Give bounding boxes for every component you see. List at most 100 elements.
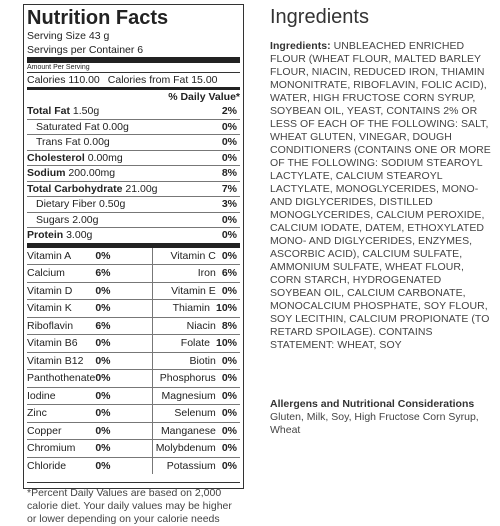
nutrient-row: Total Fat 1.50g 2% — [27, 104, 240, 119]
vitamin-pct: 8% — [221, 319, 237, 332]
nutrient-label: Total Carbohydrate 21.00g — [27, 182, 158, 197]
nutrient-value: 0.50g — [99, 198, 126, 210]
vitamin-cell: Niacin 8% — [152, 316, 240, 335]
nutrient-label: Protein 3.00g — [27, 228, 92, 243]
ingredients-label: Ingredients: — [270, 40, 331, 52]
vitamin-cell: Calcium 6% — [27, 264, 153, 282]
vitamin-name: Calcium — [27, 267, 65, 279]
vitamin-cell: Magnesium 0% — [152, 386, 240, 405]
vitamin-name: Chloride — [27, 459, 67, 472]
vitamin-name: Manganese — [160, 424, 216, 437]
vitamin-pct: 0% — [95, 302, 111, 314]
nutrient-label: Trans Fat 0.00g — [27, 135, 110, 150]
ingredients-column: Ingredients Ingredients: UNBLEACHED ENRI… — [270, 6, 494, 352]
vitamin-cell: Folate 10% — [152, 334, 240, 352]
vitamin-pct: 0% — [95, 442, 111, 454]
nutrient-row: Dietary Fiber 0.50g 3% — [27, 196, 240, 212]
nutrient-value: 3.00g — [66, 229, 93, 241]
nutrient-name: Saturated Fat — [36, 120, 100, 133]
vitamin-pct: 0% — [95, 407, 111, 419]
vitamin-pct: 0% — [95, 459, 111, 472]
footnote: *Percent Daily Values are based on 2,000… — [27, 482, 240, 526]
thick-divider-2 — [27, 242, 240, 248]
vitamin-name: Niacin — [186, 319, 216, 332]
vitamin-cell: Chromium 0% — [27, 439, 153, 457]
nutrient-name: Sodium — [27, 167, 66, 179]
vitamin-name: Vitamin A — [27, 249, 72, 262]
nutrient-name: Total Carbohydrate — [27, 182, 123, 195]
nutrient-row: Protein 3.00g 0% — [27, 227, 240, 243]
nutrient-name: Protein — [27, 229, 64, 241]
calories: Calories 110.00 — [27, 74, 100, 86]
vitamin-name: Potassium — [166, 459, 216, 472]
nutrient-daily-value: 0% — [221, 229, 237, 241]
nutrient-label: Cholesterol 0.00mg — [27, 151, 123, 166]
vitamin-name: Iodine — [27, 389, 56, 402]
vitamin-pct: 10% — [215, 337, 237, 349]
vitamin-pct: 0% — [95, 249, 111, 262]
nutrient-daily-value: 3% — [221, 198, 237, 210]
nutrient-label: Dietary Fiber 0.50g — [27, 197, 125, 212]
vitamin-name: Thiamin — [172, 302, 210, 314]
vitamin-name: Molybdenum — [155, 442, 216, 454]
vitamin-name: Zinc — [27, 407, 47, 419]
nutrient-daily-value: 2% — [221, 105, 237, 117]
nutrient-value: 0.00mg — [87, 151, 123, 164]
vitamin-name: Folate — [180, 337, 210, 349]
nutrient-label: Total Fat 1.50g — [27, 104, 99, 119]
nutrient-daily-value: 8% — [221, 167, 237, 179]
vitamin-pct: 0% — [95, 389, 111, 402]
ingredients-title: Ingredients — [270, 6, 369, 28]
nutrient-label: Saturated Fat 0.00g — [27, 120, 129, 135]
nutrient-row: Trans Fat 0.00g 0% — [27, 134, 240, 150]
nutrient-value: 2.00g — [72, 213, 99, 226]
vitamin-pct: 0% — [221, 442, 237, 454]
nutrient-value: 200.00mg — [68, 167, 116, 179]
nutrient-row: Saturated Fat 0.00g 0% — [27, 118, 240, 135]
vitamin-name: Vitamin C — [170, 249, 216, 262]
vitamin-cell: Biotin 0% — [152, 351, 240, 370]
allergens-text: Gluten, Milk, Soy, High Fructose Corn Sy… — [270, 411, 479, 436]
vitamin-pct: 0% — [221, 372, 237, 384]
vitamin-name: Vitamin K — [27, 302, 72, 314]
allergens-title: Allergens and Nutritional Considerations — [270, 398, 475, 410]
vitamin-pct: 6% — [221, 267, 237, 279]
vitamin-grid: Vitamin A 0% Vitamin C 0% Calcium 6% Iron 6% Vit… — [27, 247, 241, 474]
vitamin-pct: 0% — [95, 337, 111, 349]
ingredients-text: Ingredients: UNBLEACHED ENRICHED FLOUR (… — [270, 40, 494, 352]
vitamin-cell: Phosphorus 0% — [152, 369, 240, 387]
vitamin-cell: Iodine 0% — [27, 386, 153, 404]
vitamin-cell: Chloride 0% — [27, 456, 153, 474]
vitamin-cell: Vitamin E 0% — [152, 281, 240, 300]
vitamin-name: Chromium — [27, 442, 76, 454]
medium-divider — [27, 87, 240, 90]
nutrient-daily-value: 7% — [221, 182, 237, 195]
nutrient-label: Sugars 2.00g — [27, 213, 98, 228]
nutrient-name: Total Fat — [27, 105, 70, 117]
vitamin-cell: Vitamin K 0% — [27, 299, 153, 317]
vitamin-pct: 10% — [215, 302, 237, 314]
nutrient-daily-value: 0% — [221, 213, 237, 226]
nutrient-row: Total Carbohydrate 21.00g 7% — [27, 180, 240, 197]
vitamin-name: Iron — [197, 267, 216, 279]
vitamin-pct: 0% — [221, 389, 237, 402]
vitamin-cell: Copper 0% — [27, 421, 153, 439]
vitamin-name: Vitamin D — [27, 284, 73, 297]
ingredients-list: UNBLEACHED ENRICHED FLOUR (WHEAT FLOUR, … — [270, 40, 491, 351]
vitamin-pct: 0% — [221, 249, 237, 262]
vitamin-name: Riboflavin — [27, 319, 74, 332]
serving-size: Serving Size 43 g — [27, 30, 110, 42]
vitamin-cell: Vitamin C 0% — [153, 248, 241, 265]
vitamin-pct: 0% — [221, 354, 237, 367]
nutrient-name: Trans Fat — [36, 136, 81, 148]
nutrient-row: Sugars 2.00g 0% — [27, 211, 240, 228]
nutrient-value: 1.50g — [72, 105, 100, 117]
nutrient-daily-value: 0% — [221, 136, 237, 148]
calories-from-fat: Calories from Fat 15.00 — [107, 74, 218, 86]
nutrient-daily-value: 0% — [221, 151, 237, 164]
vitamin-pct: 0% — [95, 372, 111, 384]
vitamin-pct: 0% — [95, 424, 111, 437]
nutrient-value: 21.00g — [125, 182, 158, 195]
vitamin-name: Vitamin B6 — [27, 337, 78, 349]
vitamin-pct: 0% — [95, 284, 111, 297]
